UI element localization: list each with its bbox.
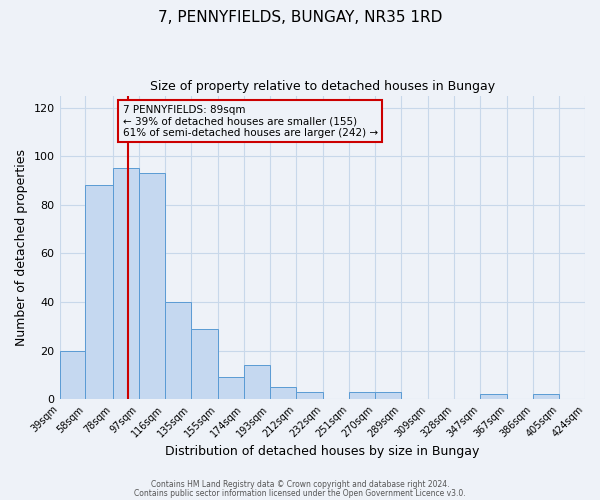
Bar [191,328,218,399]
Bar [164,302,191,399]
Bar [218,378,244,399]
Text: 7, PENNYFIELDS, BUNGAY, NR35 1RD: 7, PENNYFIELDS, BUNGAY, NR35 1RD [158,10,442,25]
Bar [139,174,164,399]
Title: Size of property relative to detached houses in Bungay: Size of property relative to detached ho… [150,80,495,93]
Text: Contains public sector information licensed under the Open Government Licence v3: Contains public sector information licen… [134,490,466,498]
Bar [349,392,375,399]
Y-axis label: Number of detached properties: Number of detached properties [15,149,28,346]
Bar [533,394,559,399]
X-axis label: Distribution of detached houses by size in Bungay: Distribution of detached houses by size … [165,444,479,458]
Bar [296,392,323,399]
Bar [113,168,139,399]
Bar [270,387,296,399]
Bar [244,365,270,399]
Bar [59,350,85,399]
Text: Contains HM Land Registry data © Crown copyright and database right 2024.: Contains HM Land Registry data © Crown c… [151,480,449,489]
Bar [85,186,113,399]
Bar [375,392,401,399]
Bar [480,394,507,399]
Text: 7 PENNYFIELDS: 89sqm
← 39% of detached houses are smaller (155)
61% of semi-deta: 7 PENNYFIELDS: 89sqm ← 39% of detached h… [122,104,378,138]
